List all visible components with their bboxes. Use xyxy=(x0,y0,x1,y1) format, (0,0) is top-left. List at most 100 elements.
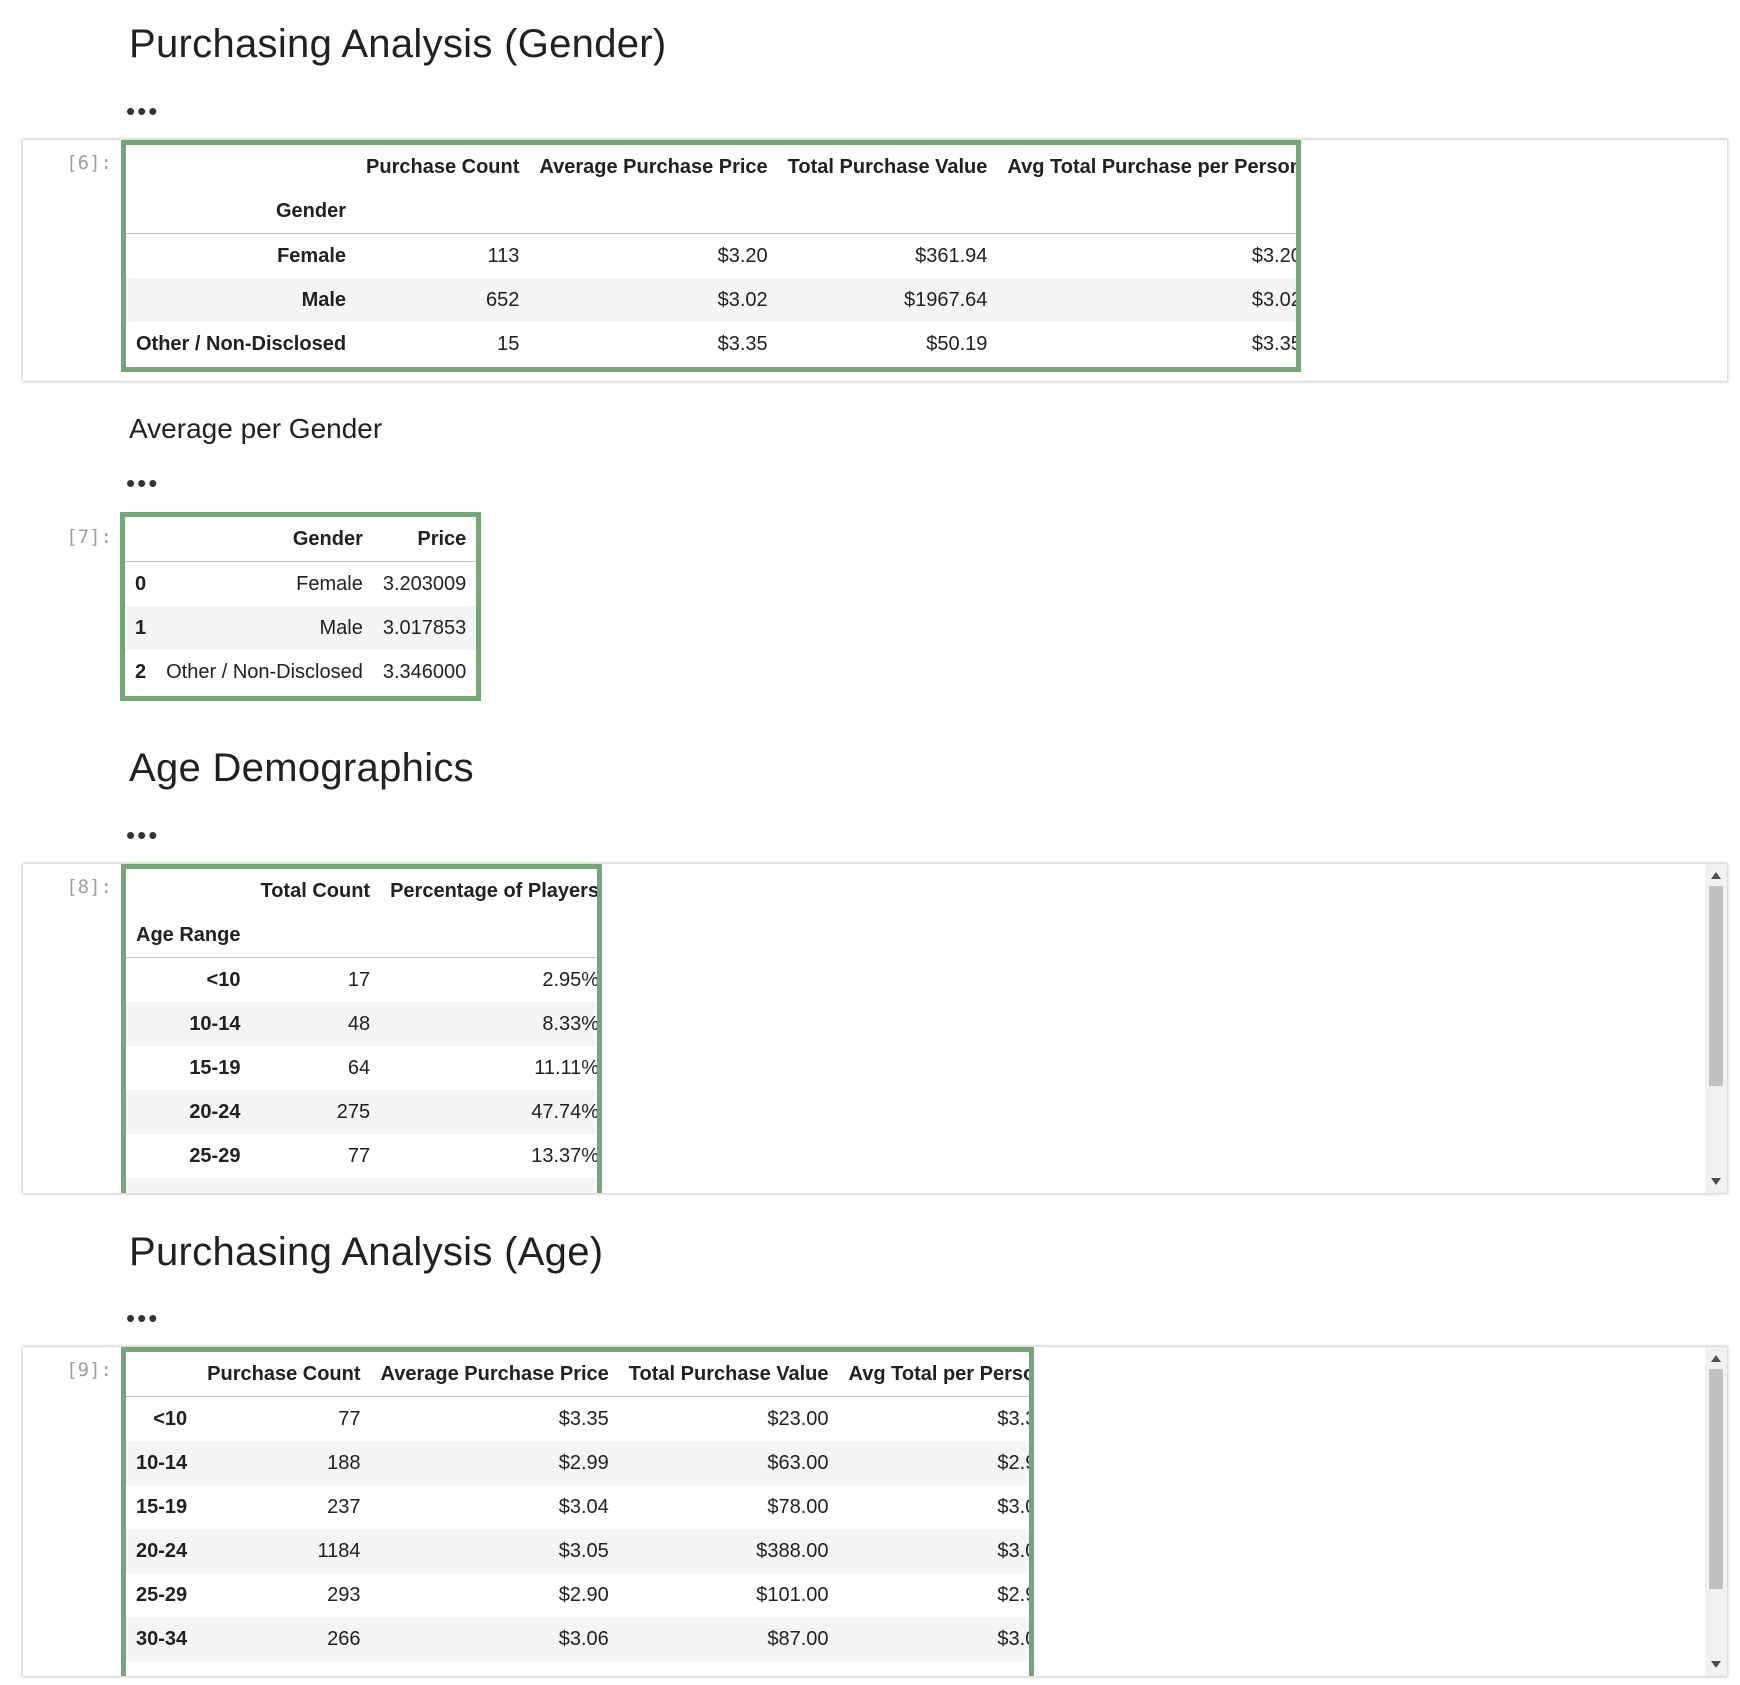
output-cell-9: [9]: Purchase Count Average Purchase Pri… xyxy=(23,1347,1727,1676)
table-cell: 64 xyxy=(347,1056,371,1079)
scroll-up-arrow-icon[interactable] xyxy=(1711,1355,1721,1362)
scroll-down-arrow-icon[interactable] xyxy=(1711,1178,1721,1185)
column-header: Gender xyxy=(156,517,373,562)
row-index: 15-19 xyxy=(189,1056,241,1079)
table-cell: $3.35 xyxy=(558,1407,609,1430)
table-cell: $3.05 xyxy=(997,1539,1029,1562)
table-cell: $361.94 xyxy=(915,244,988,267)
table-cell: $78.00 xyxy=(767,1495,829,1518)
output-cell-8: [8]: Total Count Percentage of Players A… xyxy=(23,864,1727,1193)
table-cell: 113 xyxy=(487,244,520,267)
table-header-row: Purchase Count Average Purchase Price To… xyxy=(126,145,1296,189)
table-cell: $3.35 xyxy=(717,332,768,355)
index-name-header: Gender xyxy=(126,189,357,234)
column-header: Purchase Count xyxy=(197,1352,371,1397)
dataframe-age-demographics: Total Count Percentage of Players Age Ra… xyxy=(121,864,602,1193)
cell-prompt: [8]: xyxy=(66,876,112,898)
table-cell: 293 xyxy=(327,1583,361,1606)
column-header: Avg Total per Person xyxy=(838,1352,1029,1397)
table-row: Female 113 $3.20 $361.94 $3.20 xyxy=(126,234,1301,279)
cell-prompt: [9]: xyxy=(66,1359,112,1381)
table-cell: 77 xyxy=(338,1407,361,1430)
table-cell: Other / Non-Disclosed xyxy=(166,660,363,683)
column-header: Percentage of Players xyxy=(390,879,600,902)
table-cell: 47.74% xyxy=(531,1100,600,1123)
scrollbar-thumb[interactable] xyxy=(1709,886,1723,1086)
table-cell: Female xyxy=(296,572,363,595)
table-cell: $3.06 xyxy=(997,1627,1029,1650)
table-row: 10-14 48 8.33% xyxy=(126,1002,600,1046)
table-row xyxy=(126,1661,1029,1676)
table-cell: 2.95% xyxy=(542,968,600,991)
table-cell: 48 xyxy=(347,1012,371,1035)
table-cell: 11.11% xyxy=(534,1056,600,1079)
index-header-blank xyxy=(126,869,250,913)
row-index: <10 xyxy=(153,1407,188,1430)
table-row: Male 652 $3.02 $1967.64 $3.02 xyxy=(126,278,1301,322)
scrollbar-thumb[interactable] xyxy=(1709,1369,1723,1589)
table-cell: 188 xyxy=(327,1451,361,1474)
table-row: 25-29 293 $2.90 $101.00 $2.90 xyxy=(126,1573,1029,1617)
collapsed-input-ellipsis[interactable]: ••• xyxy=(126,1303,160,1333)
table-row: <10 77 $3.35 $23.00 $3.35 xyxy=(126,1397,1029,1442)
column-header: Total Purchase Value xyxy=(787,155,988,178)
vertical-scrollbar[interactable] xyxy=(1705,1347,1727,1676)
column-header: Total Count xyxy=(260,879,371,902)
index-name-row: Gender xyxy=(126,189,1296,234)
dataframe-table: Gender Price 0 Female 3.203009 1 Male 3.… xyxy=(125,517,476,694)
table-row: 20-24 1184 $3.05 $388.00 $3.05 xyxy=(126,1529,1029,1573)
table-cell: 3.346000 xyxy=(382,660,467,683)
table-cell: $3.05 xyxy=(558,1539,609,1562)
row-index: 25-29 xyxy=(189,1144,241,1167)
table-row: 0 Female 3.203009 xyxy=(125,562,476,607)
table-cell: 275 xyxy=(336,1100,371,1123)
row-index: Other / Non-Disclosed xyxy=(136,332,347,355)
scroll-up-arrow-icon[interactable] xyxy=(1711,872,1721,879)
table-cell: $87.00 xyxy=(767,1627,829,1650)
table-row: 25-29 77 13.37% xyxy=(126,1134,600,1178)
table-header-row: Total Count Percentage of Players xyxy=(126,869,600,913)
table-cell: 3.203009 xyxy=(382,572,467,595)
table-cell: $101.00 xyxy=(756,1583,829,1606)
row-index: 0 xyxy=(135,572,147,595)
column-header: Total Purchase Value xyxy=(618,1352,839,1397)
row-index: Male xyxy=(301,288,347,311)
collapsed-input-ellipsis[interactable]: ••• xyxy=(126,468,160,498)
table-cell: 237 xyxy=(327,1495,361,1518)
row-index: 30-34 xyxy=(136,1627,188,1650)
table-cell: $2.99 xyxy=(997,1451,1029,1474)
table-cell: $3.02 xyxy=(1251,288,1301,311)
row-index: 10-14 xyxy=(189,1012,241,1035)
scroll-down-arrow-icon[interactable] xyxy=(1711,1661,1721,1668)
row-index: 2 xyxy=(135,660,147,683)
table-cell: $63.00 xyxy=(767,1451,829,1474)
collapsed-input-ellipsis[interactable]: ••• xyxy=(126,96,160,126)
table-row xyxy=(126,1178,597,1193)
table-cell: 17 xyxy=(347,968,371,991)
table-cell: $1967.64 xyxy=(903,288,988,311)
table-header-row: Purchase Count Average Purchase Price To… xyxy=(126,1352,1029,1397)
vertical-scrollbar[interactable] xyxy=(1705,864,1727,1193)
table-cell: 13.37% xyxy=(531,1144,600,1167)
cell-prompt: [6]: xyxy=(66,152,112,174)
table-cell: 652 xyxy=(486,288,520,311)
dataframe-table: Total Count Percentage of Players Age Ra… xyxy=(126,869,600,1193)
column-header: Price xyxy=(372,517,476,562)
table-row: 20-24 275 47.74% xyxy=(126,1090,600,1134)
collapsed-input-ellipsis[interactable]: ••• xyxy=(126,820,160,850)
table-header-row: Gender Price xyxy=(125,517,476,562)
table-row: 30-34 266 $3.06 $87.00 $3.06 xyxy=(126,1617,1029,1661)
table-cell: 8.33% xyxy=(542,1012,600,1035)
row-index: 1 xyxy=(135,616,147,639)
table-cell: $23.00 xyxy=(767,1407,829,1430)
output-cell-6: [6]: Purchase Count Average Purchase Pri… xyxy=(23,140,1727,381)
table-cell: $388.00 xyxy=(756,1539,829,1562)
table-cell: $3.20 xyxy=(1251,244,1301,267)
table-cell: $50.19 xyxy=(926,332,988,355)
column-header: Average Purchase Price xyxy=(370,1352,619,1397)
table-cell: 3.017853 xyxy=(382,616,467,639)
table-cell: 266 xyxy=(327,1627,361,1650)
index-header-blank xyxy=(125,517,157,562)
index-name-row: Age Range xyxy=(126,913,597,958)
column-header: Purchase Count xyxy=(366,155,520,178)
